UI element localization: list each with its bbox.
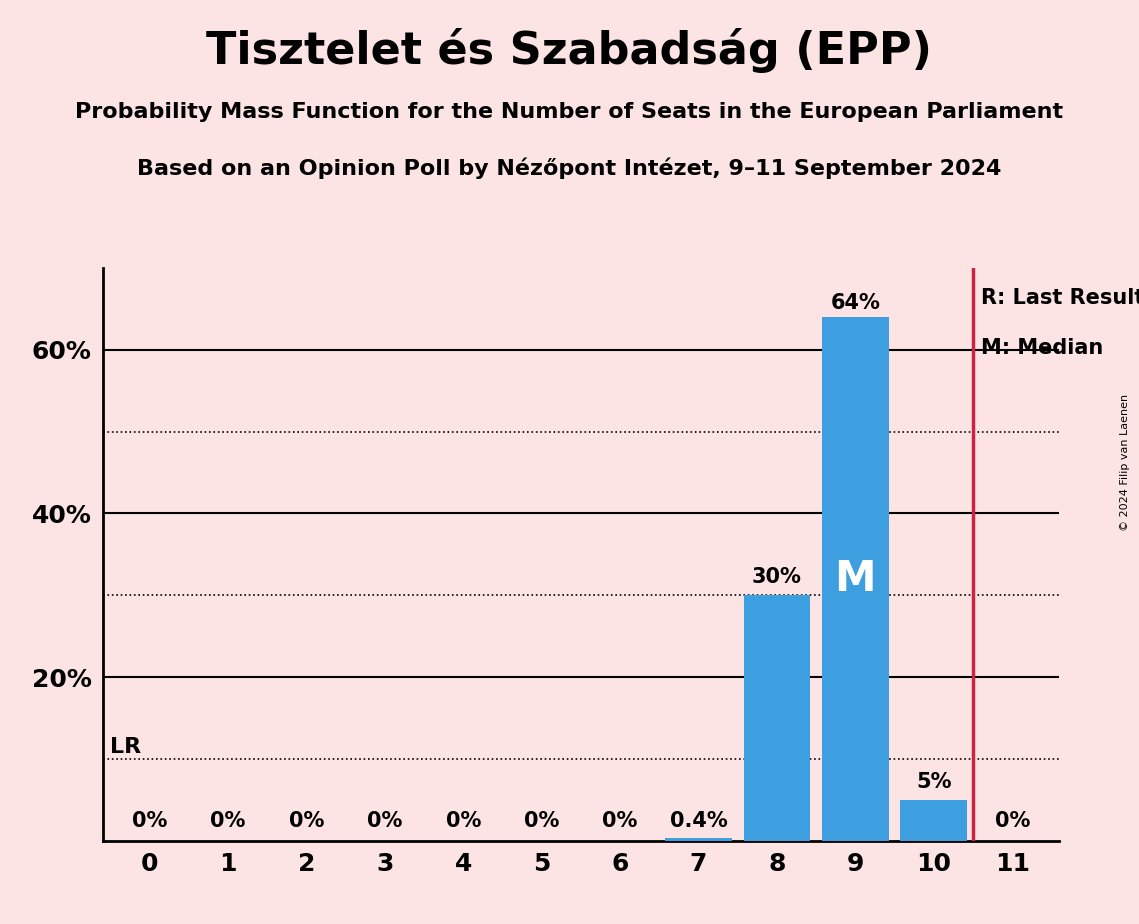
Text: Based on an Opinion Poll by Nézőpont Intézet, 9–11 September 2024: Based on an Opinion Poll by Nézőpont Int…	[138, 157, 1001, 178]
Text: 0%: 0%	[132, 811, 167, 831]
Text: 0%: 0%	[288, 811, 325, 831]
Bar	[901, 800, 967, 841]
Text: 0%: 0%	[367, 811, 402, 831]
Text: 64%: 64%	[830, 293, 880, 313]
Bar	[744, 595, 810, 841]
Text: 0%: 0%	[211, 811, 246, 831]
Text: Tisztelet és Szabadság (EPP): Tisztelet és Szabadság (EPP)	[206, 28, 933, 73]
Bar	[665, 837, 732, 841]
Text: 5%: 5%	[916, 772, 951, 792]
Text: © 2024 Filip van Laenen: © 2024 Filip van Laenen	[1120, 394, 1130, 530]
Text: LR: LR	[110, 736, 141, 757]
Bar	[822, 317, 888, 841]
Text: 0.4%: 0.4%	[670, 811, 728, 831]
Text: 30%: 30%	[752, 567, 802, 587]
Text: Probability Mass Function for the Number of Seats in the European Parliament: Probability Mass Function for the Number…	[75, 102, 1064, 122]
Text: 0%: 0%	[524, 811, 559, 831]
Text: 0%: 0%	[445, 811, 481, 831]
Text: R: Last Result: R: Last Result	[981, 288, 1139, 309]
Text: 0%: 0%	[603, 811, 638, 831]
Text: M: Median: M: Median	[981, 337, 1103, 358]
Text: M: M	[835, 558, 876, 600]
Text: 0%: 0%	[994, 811, 1030, 831]
